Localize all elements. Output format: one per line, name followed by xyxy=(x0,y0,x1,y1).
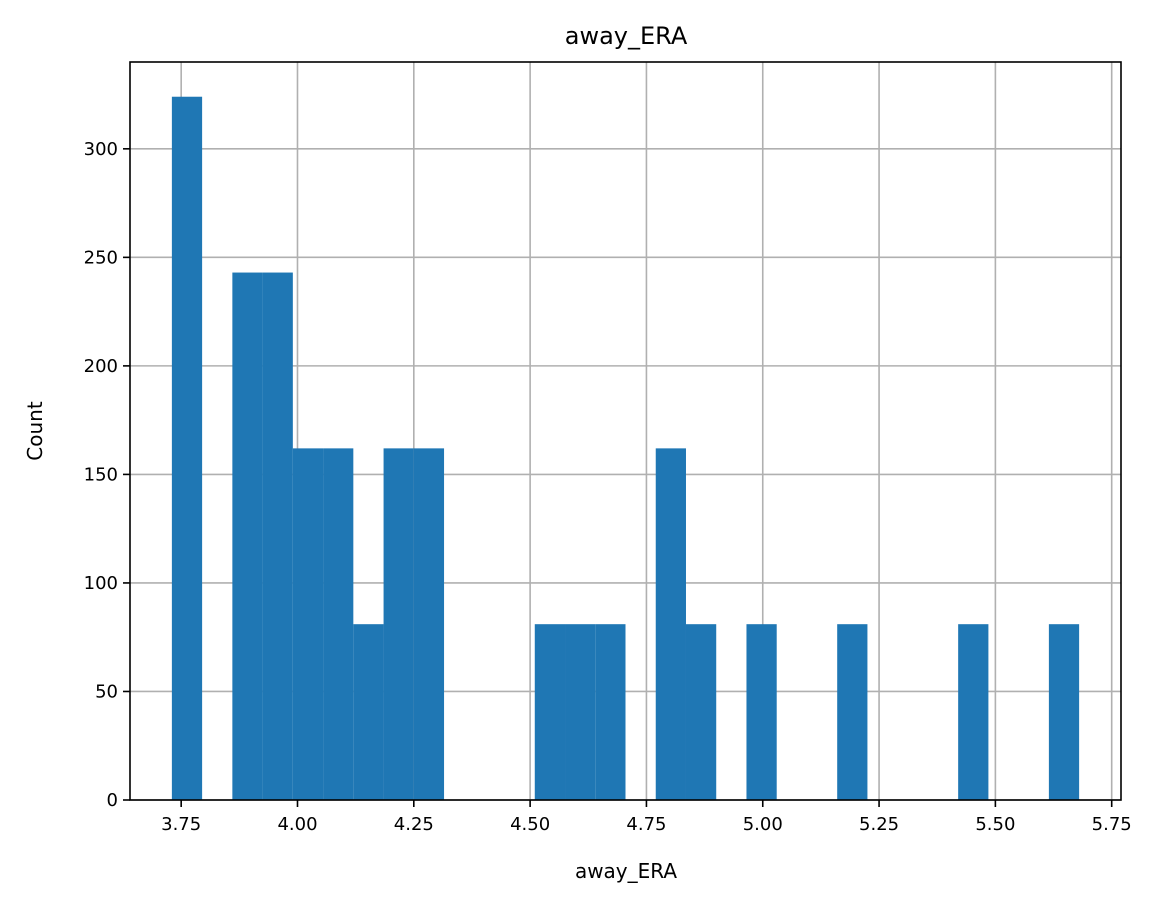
x-tick-label: 5.75 xyxy=(1092,814,1132,835)
histogram-bar xyxy=(323,448,354,800)
histogram-bar xyxy=(746,624,777,800)
y-axis-label: Count xyxy=(23,401,47,461)
histogram-bar xyxy=(958,624,989,800)
histogram-bar xyxy=(565,624,596,800)
histogram-bar xyxy=(685,624,717,800)
histogram-bar xyxy=(655,448,686,800)
histogram-bar xyxy=(534,624,566,800)
x-tick-label: 5.25 xyxy=(859,814,899,835)
histogram-bar xyxy=(595,624,626,800)
histogram-bar xyxy=(292,448,324,800)
histogram-bar xyxy=(837,624,868,800)
histogram-bar xyxy=(413,448,445,800)
chart-title: away_ERA xyxy=(565,22,688,50)
y-tick-label: 250 xyxy=(84,247,118,268)
histogram-bar xyxy=(353,624,384,800)
y-axis-ticks: 0 50 100 150 200 250 300 xyxy=(84,139,130,811)
x-axis-label: away_ERA xyxy=(575,859,677,883)
y-tick-label: 300 xyxy=(84,139,118,160)
histogram-bar xyxy=(232,272,263,800)
bars xyxy=(171,96,1080,800)
histogram-bar xyxy=(262,272,293,800)
x-tick-label: 4.25 xyxy=(394,814,434,835)
x-tick-label: 5.00 xyxy=(743,814,783,835)
histogram-bar xyxy=(1048,624,1080,800)
y-tick-label: 100 xyxy=(84,573,118,594)
x-tick-label: 3.75 xyxy=(161,814,201,835)
x-tick-label: 4.00 xyxy=(277,814,317,835)
x-tick-label: 4.75 xyxy=(626,814,666,835)
histogram-bar xyxy=(383,448,414,800)
x-tick-label: 5.50 xyxy=(975,814,1015,835)
y-tick-label: 0 xyxy=(107,790,118,811)
y-tick-label: 150 xyxy=(84,464,118,485)
plot-frame xyxy=(129,61,1122,801)
y-tick-label: 50 xyxy=(95,681,118,702)
y-tick-label: 200 xyxy=(84,356,118,377)
x-tick-label: 4.50 xyxy=(510,814,550,835)
x-axis-ticks: 3.75 4.00 4.25 4.50 4.75 5.00 5.25 5.50 5.75 xyxy=(161,800,1132,835)
histogram-bar xyxy=(171,96,203,800)
